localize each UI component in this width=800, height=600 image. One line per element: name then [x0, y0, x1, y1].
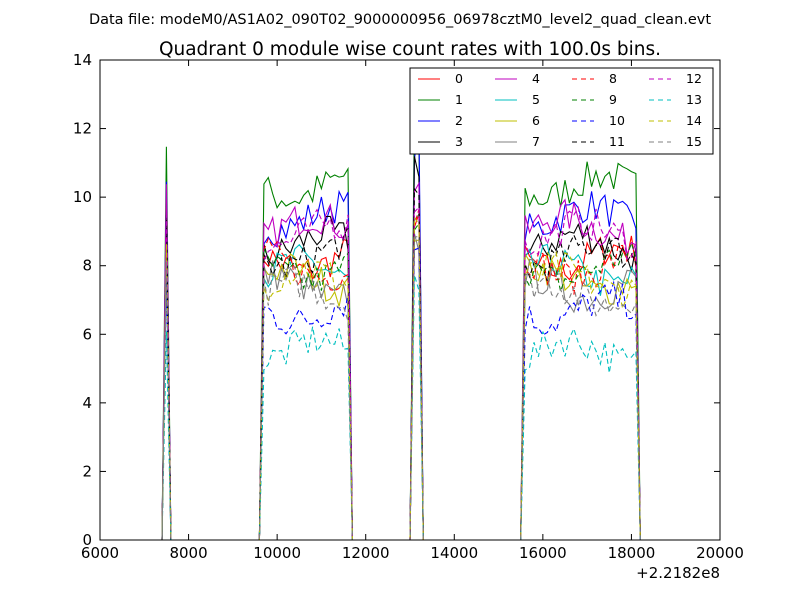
x-offset-label: +2.2182e8	[636, 564, 720, 582]
legend-label-2: 2	[455, 113, 463, 128]
legend-label-15: 15	[686, 134, 702, 149]
x-tick-label: 6000	[81, 544, 119, 562]
legend-label-0: 0	[455, 71, 463, 86]
x-tick-label: 14000	[430, 544, 478, 562]
x-tick-label: 8000	[169, 544, 207, 562]
legend-label-1: 1	[455, 92, 463, 107]
x-tick-label: 10000	[253, 544, 301, 562]
legend-label-13: 13	[686, 92, 702, 107]
y-tick-label: 10	[73, 188, 92, 206]
y-tick-label: 4	[82, 394, 92, 412]
x-tick-label: 18000	[608, 544, 656, 562]
legend-label-4: 4	[532, 71, 540, 86]
axes-layer: 6000 8000 10000 12000 14000 16000 18000 20000 0 2…	[73, 51, 744, 562]
legend-label-6: 6	[532, 113, 540, 128]
figure-suptitle: Data file: modeM0/AS1A02_090T02_90000009…	[89, 12, 711, 28]
legend-label-11: 11	[609, 134, 625, 149]
y-tick-label: 8	[82, 257, 92, 275]
legend-label-8: 8	[609, 71, 617, 86]
legend-box	[409, 67, 714, 155]
chart-title: Quadrant 0 module wise count rates with …	[159, 39, 661, 60]
y-tick-label: 0	[82, 531, 92, 549]
x-tick-label: 16000	[519, 544, 567, 562]
legend-label-12: 12	[686, 71, 702, 86]
y-tick-label: 14	[73, 51, 92, 69]
x-tick-label: 20000	[696, 544, 744, 562]
legend-label-7: 7	[532, 134, 540, 149]
legend-label-5: 5	[532, 92, 540, 107]
legend-label-14: 14	[686, 113, 702, 128]
legend-label-9: 9	[609, 92, 617, 107]
y-tick-label: 6	[82, 325, 92, 343]
legend-label-3: 3	[455, 134, 463, 149]
legend-label-10: 10	[609, 113, 625, 128]
x-tick-label: 12000	[342, 544, 390, 562]
plot-frame	[99, 59, 721, 541]
y-tick-label: 2	[82, 462, 92, 480]
y-tick-label: 12	[73, 120, 92, 138]
